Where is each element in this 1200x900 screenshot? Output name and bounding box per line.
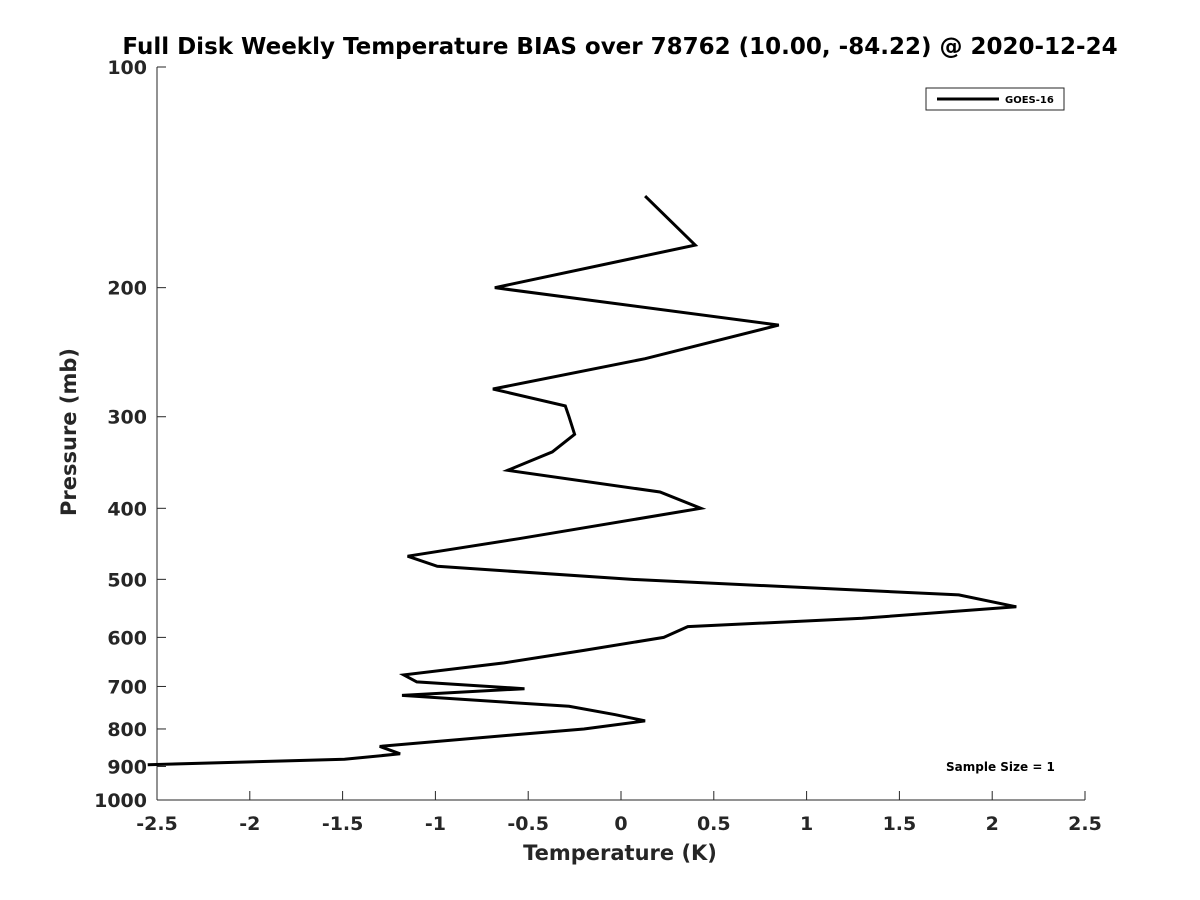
series-line-goes-16 [147, 195, 1017, 767]
x-tick-label: 2 [986, 813, 999, 835]
y-tick-label: 1000 [94, 790, 147, 812]
y-tick-label: 300 [107, 407, 147, 429]
axes [156, 67, 1085, 801]
x-tick-label: -2.5 [136, 813, 178, 835]
y-tick-label: 100 [107, 57, 147, 79]
legend-label-goes-16: GOES-16 [1005, 95, 1054, 106]
x-ticks: -2.5 -2 -1.5 -1 -0.5 0 0.5 1 1.5 2 2.5 [136, 791, 1102, 835]
x-tick-label: -2 [239, 813, 260, 835]
chart-title: Full Disk Weekly Temperature BIAS over 7… [122, 34, 1117, 60]
legend: GOES-16 [925, 87, 1065, 111]
x-tick-label: -1 [425, 813, 446, 835]
x-tick-label: 0 [614, 813, 627, 835]
y-tick-label: 600 [107, 627, 147, 649]
y-ticks: 100 200 300 400 500 600 700 800 900 1000 [94, 57, 166, 812]
x-tick-label: 1.5 [883, 813, 917, 835]
plot-lines [147, 195, 1017, 767]
x-tick-label: -0.5 [507, 813, 549, 835]
y-tick-label: 800 [107, 719, 147, 741]
sample-size-annotation: Sample Size = 1 [946, 760, 1055, 774]
x-axis-label: Temperature (K) [523, 841, 717, 865]
x-tick-label: 0.5 [697, 813, 731, 835]
y-tick-label: 700 [107, 676, 147, 698]
y-tick-label: 900 [107, 756, 147, 778]
x-tick-label: -1.5 [322, 813, 364, 835]
y-tick-label: 400 [107, 498, 147, 520]
y-axis-label: Pressure (mb) [57, 348, 81, 516]
y-tick-label: 200 [107, 278, 147, 300]
x-tick-label: 1 [800, 813, 813, 835]
x-tick-label: 2.5 [1068, 813, 1102, 835]
y-tick-label: 500 [107, 569, 147, 591]
